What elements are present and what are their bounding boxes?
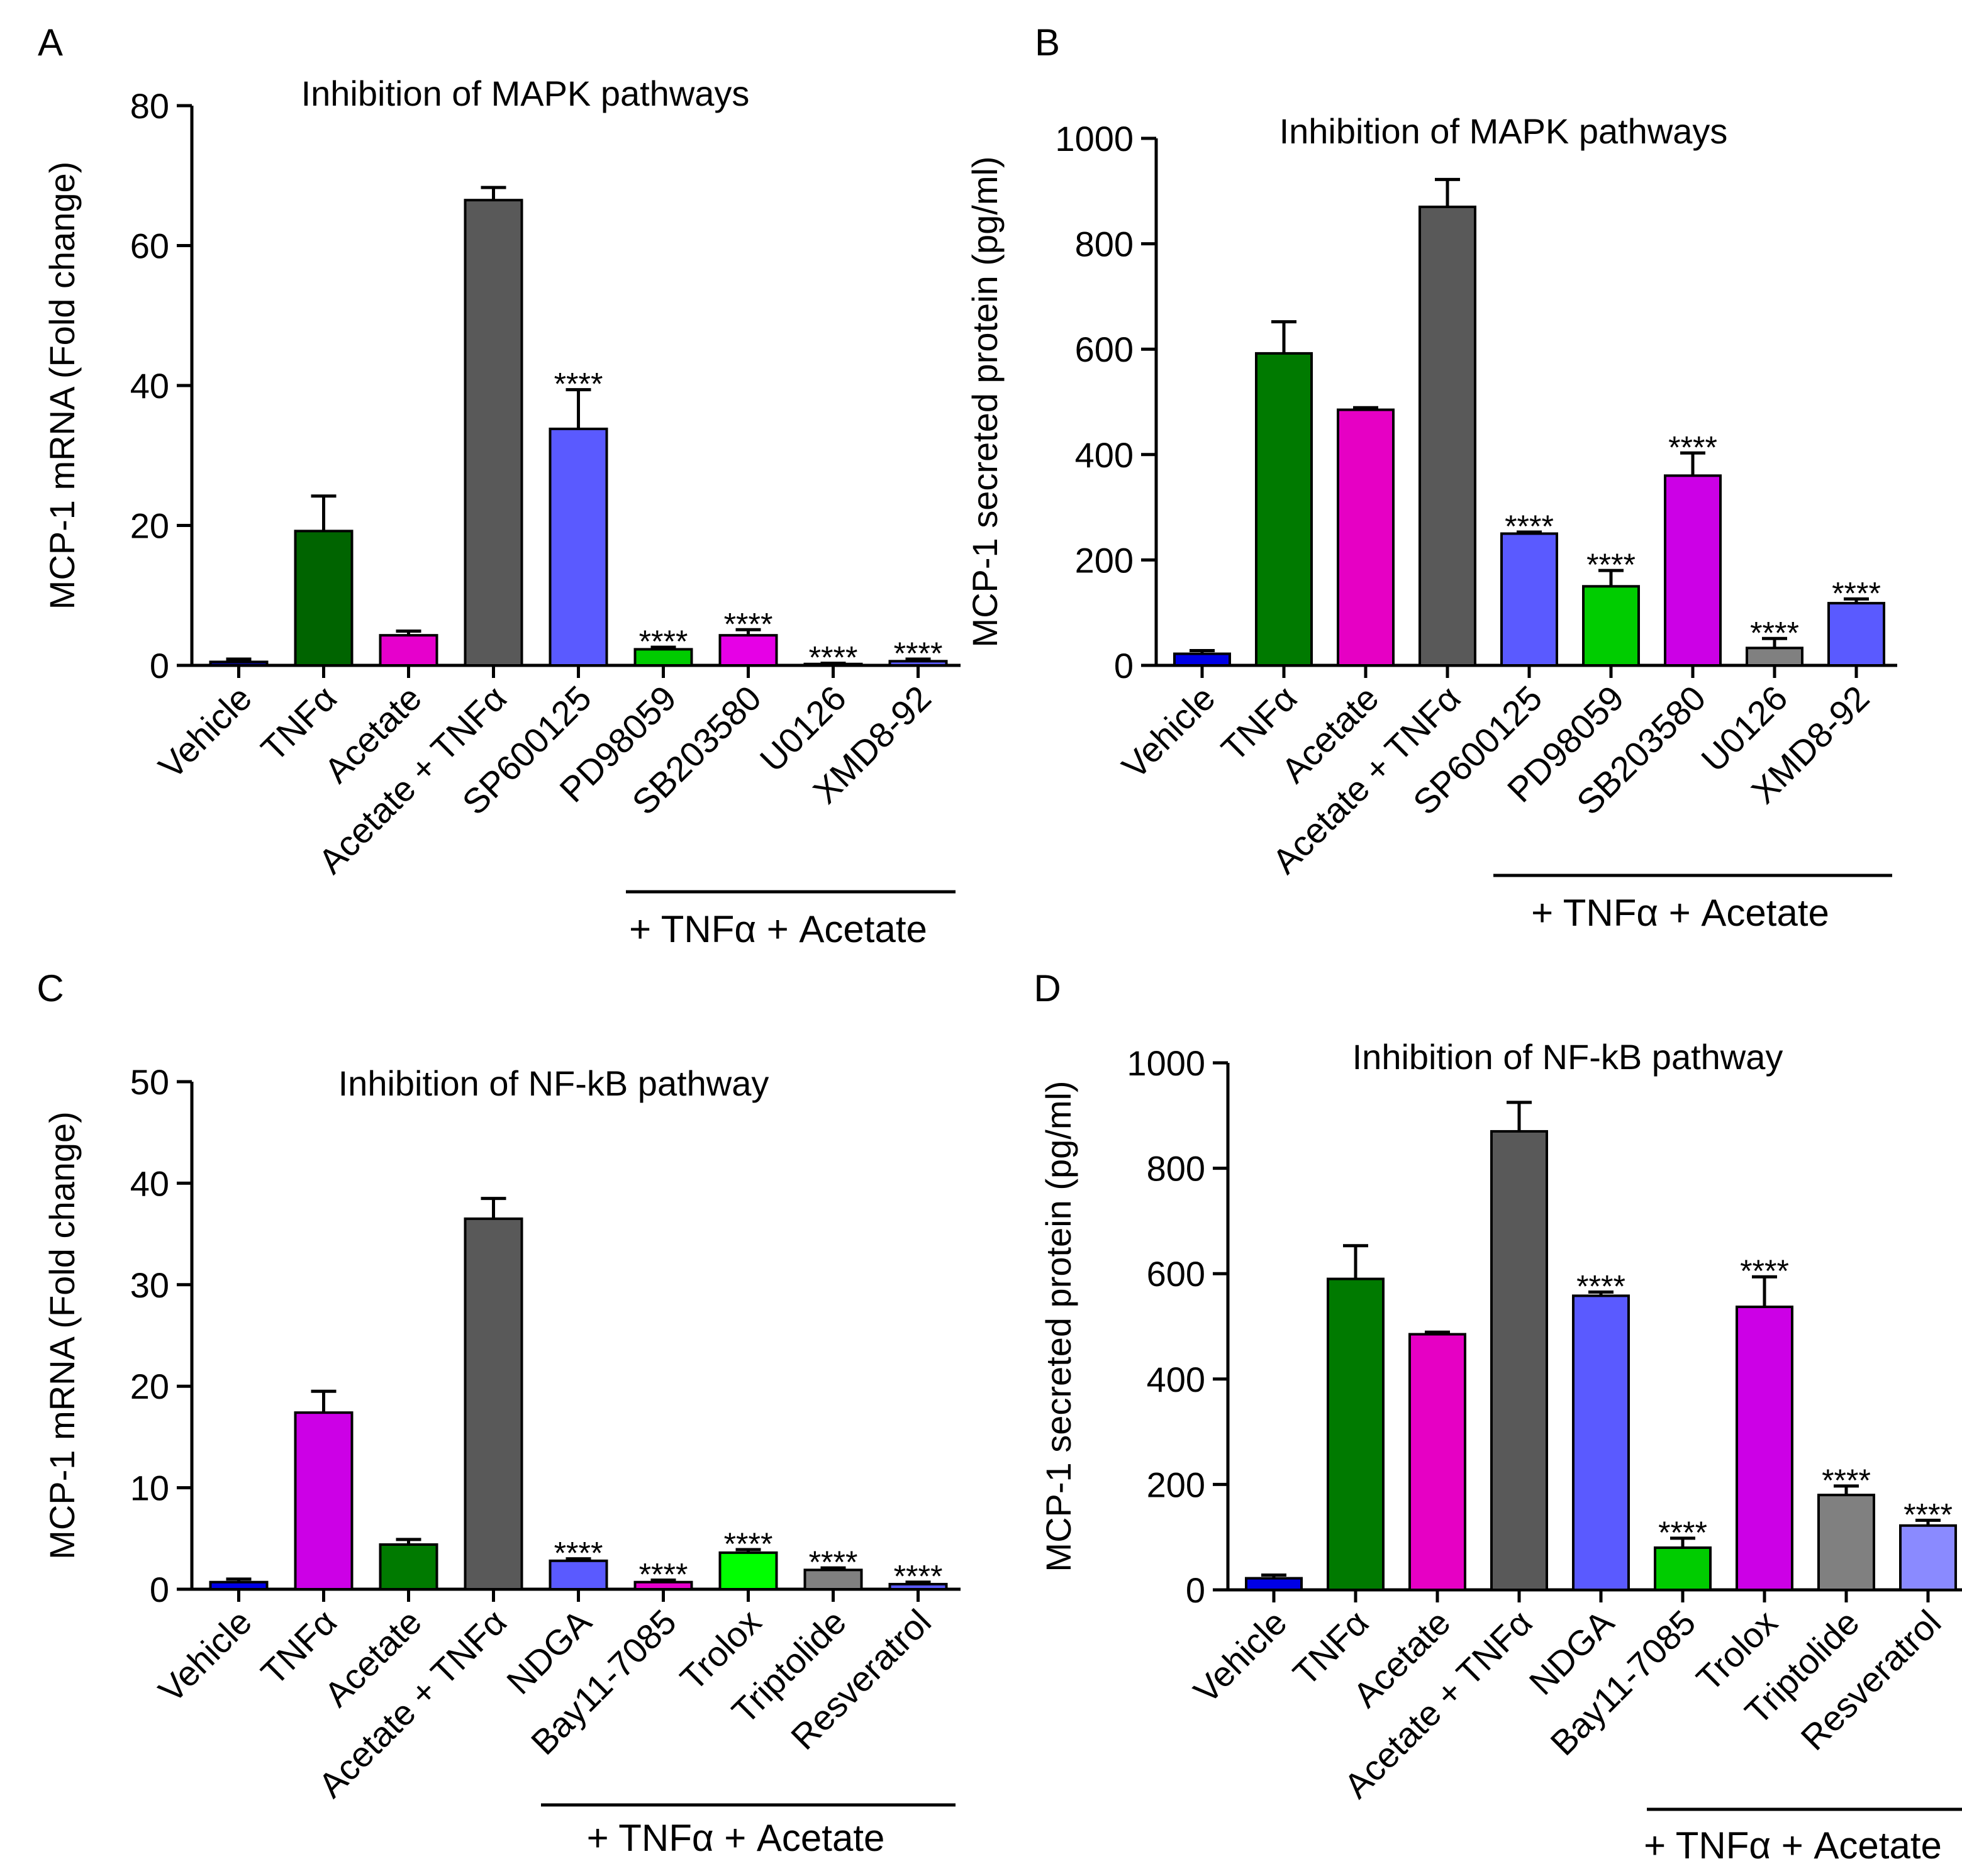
bar-acetate-tnfalpha — [464, 199, 523, 667]
bar-acetate — [379, 634, 438, 667]
y-tick-label: 50 — [130, 1062, 169, 1102]
significance-label: **** — [1750, 615, 1799, 650]
significance-label: **** — [1576, 1269, 1625, 1304]
group-label: + TNFα + Acetate — [629, 908, 927, 950]
significance-label: **** — [1658, 1515, 1707, 1550]
bar-ndga — [1572, 1294, 1630, 1591]
y-tick-label: 60 — [130, 226, 169, 266]
bar-tnfalpha — [1255, 352, 1313, 667]
bar-pd98059 — [1582, 585, 1640, 667]
group-label: + TNFα + Acetate — [587, 1817, 885, 1859]
y-tick-label: 10 — [130, 1468, 169, 1508]
bar-acetate-tnfalpha — [1419, 205, 1476, 667]
y-tick-label: 30 — [130, 1265, 169, 1305]
significance-label: **** — [724, 606, 773, 641]
bar-tnfalpha — [294, 530, 354, 667]
significance-label: **** — [809, 1545, 858, 1580]
panel-label: A — [38, 21, 63, 64]
significance-label: **** — [639, 1557, 688, 1592]
y-tick-label: 400 — [1075, 435, 1134, 475]
chart-title: Inhibition of NF-kB pathway — [1352, 1037, 1783, 1077]
significance-label: **** — [1740, 1253, 1789, 1289]
bar-acetate-tnfalpha — [1490, 1129, 1548, 1591]
bar-vehicle — [209, 660, 269, 667]
bar-tnfalpha — [1327, 1277, 1385, 1591]
panel-d: D Inhibition of NF-kB pathway MCP-1 secret… — [1034, 967, 1962, 1867]
y-tick-label: 800 — [1075, 225, 1134, 264]
significance-label: **** — [554, 1536, 603, 1571]
y-tick-label: 1000 — [1127, 1043, 1205, 1083]
significance-label: **** — [639, 624, 688, 659]
bar-acetate — [379, 1543, 438, 1590]
panel-label: D — [1034, 967, 1061, 1009]
bar-vehicle — [1245, 1577, 1303, 1591]
y-tick-label: 600 — [1147, 1254, 1205, 1294]
bar-ndga — [549, 1559, 608, 1591]
bar-sp600125 — [549, 427, 608, 667]
y-axis-label: MCP-1 secreted protein (pg/ml) — [1039, 1080, 1078, 1572]
significance-label: **** — [724, 1526, 773, 1562]
bar-xmd8-92 — [1827, 602, 1885, 667]
y-axis-label: MCP-1 secreted protein (pg/ml) — [965, 156, 1005, 647]
bar-sb203580 — [718, 634, 778, 667]
y-axis-label: MCP-1 mRNA (Fold change) — [42, 1111, 82, 1560]
panel-a: A Inhibition of MAPK pathways MCP-1 mRNA (… — [38, 21, 961, 950]
bar-trolox — [1736, 1305, 1793, 1591]
y-tick-label: 0 — [150, 646, 169, 685]
bar-acetate — [1408, 1333, 1466, 1592]
panel-label: C — [36, 967, 64, 1009]
y-tick-label: 800 — [1147, 1149, 1205, 1189]
panel-label: B — [1035, 21, 1060, 64]
x-tick-label-vehicle: Vehicle — [151, 1602, 259, 1710]
chart-title: Inhibition of NF-kB pathway — [338, 1063, 769, 1103]
y-tick-label: 600 — [1075, 330, 1134, 369]
panel-c: C Inhibition of NF-kB pathway MCP-1 mRNA (… — [36, 967, 961, 1859]
panel-b: B Inhibition of MAPK pathways MCP-1 secret… — [965, 21, 1897, 934]
bar-sp600125 — [1500, 532, 1558, 667]
y-tick-label: 20 — [130, 506, 169, 546]
y-tick-label: 80 — [130, 86, 169, 126]
y-tick-label: 400 — [1147, 1360, 1205, 1399]
significance-label: **** — [1668, 430, 1717, 465]
bar-vehicle — [1173, 652, 1231, 667]
y-tick-label: 1000 — [1055, 119, 1134, 158]
group-label: + TNFα + Acetate — [1531, 892, 1829, 934]
y-tick-label: 20 — [130, 1367, 169, 1406]
significance-label: **** — [894, 1559, 943, 1594]
y-tick-label: 200 — [1075, 540, 1134, 580]
significance-label: **** — [1832, 575, 1881, 611]
y-tick-label: 40 — [130, 366, 169, 406]
significance-label: **** — [809, 640, 858, 675]
x-tick-label-vehicle: Vehicle — [1114, 678, 1222, 786]
x-tick-label-vehicle: Vehicle — [151, 678, 259, 786]
significance-label: **** — [1505, 509, 1554, 544]
x-tick-label-vehicle: Vehicle — [1186, 1602, 1294, 1711]
bar-bay11-7085 — [1654, 1546, 1712, 1591]
y-tick-label: 0 — [150, 1570, 169, 1609]
bar-acetate — [1337, 408, 1395, 667]
y-tick-label: 200 — [1147, 1465, 1205, 1504]
significance-label: **** — [894, 636, 943, 671]
group-label: + TNFα + Acetate — [1644, 1824, 1942, 1867]
bar-acetate-tnfalpha — [464, 1217, 523, 1590]
chart-title: Inhibition of MAPK pathways — [1279, 111, 1728, 151]
significance-label: **** — [1903, 1497, 1953, 1532]
bar-sb203580 — [1664, 474, 1722, 667]
bar-triptolide — [1817, 1494, 1875, 1591]
significance-label: **** — [1586, 547, 1636, 582]
bar-tnfalpha — [294, 1411, 354, 1591]
significance-label: **** — [554, 367, 603, 402]
y-tick-label: 0 — [1186, 1570, 1205, 1610]
bar-resveratrol — [1899, 1524, 1957, 1591]
y-tick-label: 0 — [1114, 646, 1134, 685]
y-axis-label: MCP-1 mRNA (Fold change) — [42, 162, 82, 610]
bar-vehicle — [209, 1580, 269, 1590]
y-tick-label: 40 — [130, 1163, 169, 1203]
chart-title: Inhibition of MAPK pathways — [301, 74, 750, 113]
significance-label: **** — [1822, 1463, 1871, 1498]
bar-u0126 — [1746, 647, 1803, 667]
